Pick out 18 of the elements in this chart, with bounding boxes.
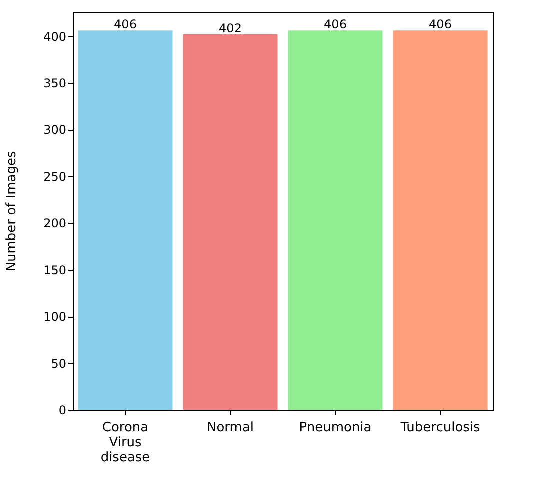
- y-tick-label: 350: [44, 76, 66, 91]
- y-tick-label: 250: [44, 170, 66, 184]
- y-tick-label: 50: [51, 356, 66, 371]
- data-label: 406: [324, 18, 347, 32]
- x-tick-label: Pneumonia: [299, 420, 372, 436]
- x-tick-label: Corona Virus disease: [100, 420, 150, 466]
- x-tick-label: Tuberculosis: [400, 420, 481, 436]
- y-tick-label: 400: [44, 30, 66, 44]
- data-label: 402: [219, 21, 242, 36]
- y-tick-label: 0: [58, 404, 66, 418]
- y-tick-label: 300: [44, 123, 66, 138]
- y-tick-label: 200: [44, 216, 66, 231]
- data-label: 406: [114, 18, 137, 32]
- y-tick-label: 100: [44, 310, 66, 324]
- y-axis-title: Number of Images: [4, 151, 20, 272]
- x-tick-label: Normal: [206, 420, 254, 436]
- y-tick-label: 150: [44, 263, 66, 278]
- data-label: 406: [429, 18, 452, 32]
